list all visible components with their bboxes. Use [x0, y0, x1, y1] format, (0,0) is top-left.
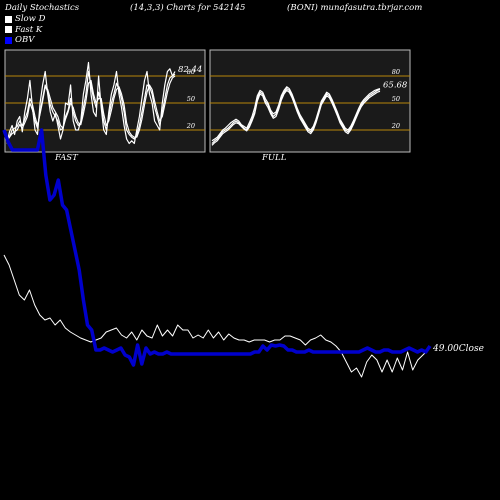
full-tick-label: 80: [392, 68, 400, 76]
fast-series-line: [6, 61, 176, 145]
full-tick-label: 50: [392, 95, 400, 103]
full-series-line: [211, 89, 381, 146]
chart-title: Daily Stochastics: [5, 3, 80, 13]
full-panel: [209, 49, 411, 153]
legend-swatch: [5, 36, 12, 44]
site-name: (BONI) munafasutra.tbrjar.com: [287, 3, 423, 13]
fast-tick-label: 50: [187, 95, 195, 103]
full-tick-label: 20: [391, 122, 400, 130]
fast-panel-title: FAST: [54, 153, 79, 163]
fast-panel: [4, 49, 206, 153]
legend-slow-d: Slow D: [5, 14, 45, 25]
legend-label: Slow D: [15, 14, 46, 25]
fast-tick-label: 80: [187, 68, 195, 76]
legend-fast-k: Fast K: [5, 25, 45, 36]
full-series-line: [211, 86, 381, 142]
fast-series-line: [6, 70, 176, 140]
full-panel-title: FULL: [261, 153, 287, 163]
legend-label: Fast K: [15, 24, 43, 35]
legend-swatch: [5, 15, 12, 23]
legend: Slow D Fast K OBV: [5, 14, 45, 46]
chart-params: (14,3,3) Charts for 542145: [130, 3, 246, 13]
obv-line: [2, 128, 432, 367]
fast-series-line: [6, 75, 176, 142]
price-line: [3, 254, 429, 378]
legend-obv: OBV: [5, 35, 45, 46]
fast-last-value-label: 82.44: [178, 65, 202, 75]
fast-tick-label: 20: [186, 122, 195, 130]
close-value-label: 49.00Close: [432, 344, 484, 354]
legend-swatch: [5, 26, 12, 34]
full-last-value-label: 65.68: [383, 81, 408, 91]
legend-label: OBV: [15, 35, 35, 46]
full-series-line: [211, 87, 381, 144]
